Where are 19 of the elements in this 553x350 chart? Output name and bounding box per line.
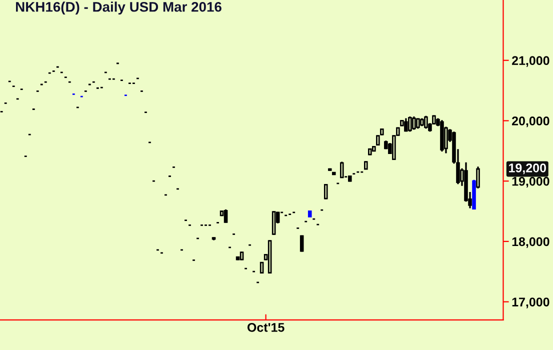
y-tick-label: 18,000 bbox=[512, 237, 550, 248]
candlestick bbox=[224, 208, 228, 224]
y-tick-label: 19,000 bbox=[512, 176, 550, 188]
candlestick bbox=[476, 166, 480, 190]
y-tick-label: 21,000 bbox=[512, 56, 550, 67]
y-tick-label: 20,000 bbox=[512, 116, 550, 128]
candlestick bbox=[272, 210, 276, 236]
candlestick bbox=[424, 115, 428, 130]
candlestick bbox=[412, 116, 416, 131]
text: 19,200 bbox=[509, 164, 546, 174]
candlestick bbox=[340, 160, 344, 179]
candlestick bbox=[416, 117, 420, 130]
candlestick bbox=[300, 234, 304, 253]
candlestick bbox=[404, 117, 408, 132]
candlestick bbox=[324, 183, 328, 200]
x-tick-label: Oct'15 bbox=[247, 323, 284, 332]
chart-title: NKH16(D) - Daily USD Mar 2016 bbox=[16, 2, 222, 15]
y-tick-label: 17,000 bbox=[512, 298, 550, 308]
candlestick bbox=[408, 116, 412, 132]
